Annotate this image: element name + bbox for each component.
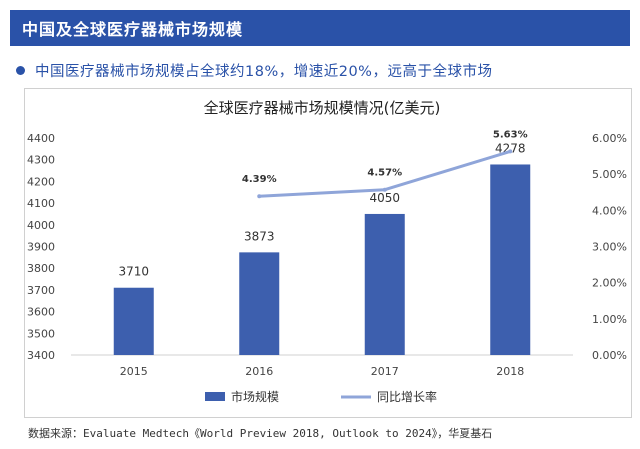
- growth-rate-point: [257, 194, 262, 199]
- bar-value-label: 3873: [244, 229, 275, 243]
- x-tick-label: 2015: [120, 365, 148, 378]
- chart-title: 全球医疗器械市场规模情况(亿美元): [204, 99, 441, 117]
- summary-bullet: 中国医疗器械市场规模占全球约18%，增速近20%，远高于全球市场: [16, 58, 630, 82]
- y-tick-label: 4200: [27, 175, 55, 188]
- legend-bar-swatch: [205, 392, 225, 401]
- x-tick-label: 2016: [245, 365, 273, 378]
- bar: [113, 287, 154, 355]
- legend-bar-label: 市场规模: [231, 389, 279, 404]
- y2-tick-label: 5.00%: [592, 168, 627, 181]
- header-bar: 中国及全球医疗器械市场规模: [10, 10, 630, 46]
- y-tick-label: 3800: [27, 262, 55, 275]
- page-title: 中国及全球医疗器械市场规模: [22, 20, 244, 39]
- bar: [490, 164, 531, 355]
- y2-tick-label: 4.00%: [592, 204, 627, 217]
- summary-text: 中国医疗器械市场规模占全球约18%，增速近20%，远高于全球市场: [35, 63, 493, 80]
- bar: [364, 213, 405, 355]
- market-size-chart: 全球医疗器械市场规模情况(亿美元) 3400 3500 3600 3700 3800 390…: [27, 99, 627, 404]
- bar-value-label: 4050: [369, 191, 400, 205]
- y-tick-label: 4000: [27, 219, 55, 232]
- y-tick-label: 3500: [27, 327, 55, 340]
- chart-container: 全球医疗器械市场规模情况(亿美元) 3400 3500 3600 3700 3800 390…: [24, 88, 632, 418]
- x-tick-label: 2017: [371, 365, 399, 378]
- y-tick-label: 4400: [27, 132, 55, 145]
- legend-line-label: 同比增长率: [377, 389, 437, 404]
- y-tick-label: 4300: [27, 154, 55, 167]
- bar: [239, 252, 280, 355]
- y-tick-label: 4100: [27, 197, 55, 210]
- growth-rate-label: 4.57%: [367, 168, 402, 179]
- growth-rate-point: [382, 187, 387, 192]
- y2-tick-label: 1.00%: [592, 313, 627, 326]
- bullet-dot-icon: [16, 65, 25, 75]
- y-tick-label: 3400: [27, 349, 55, 362]
- y2-tick-label: 6.00%: [592, 132, 627, 145]
- y-tick-label: 3900: [27, 241, 55, 254]
- growth-rate-point: [508, 149, 513, 154]
- growth-rate-label: 4.39%: [242, 174, 277, 185]
- y2-tick-label: 3.00%: [592, 241, 627, 254]
- bar-value-label: 4278: [495, 141, 526, 155]
- growth-rate-label: 5.63%: [493, 129, 528, 140]
- y-tick-label: 3600: [27, 306, 55, 319]
- y2-tick-label: 2.00%: [592, 277, 627, 290]
- bar-value-label: 3710: [118, 265, 149, 279]
- y2-tick-label: 0.00%: [592, 349, 627, 362]
- x-tick-label: 2018: [496, 365, 524, 378]
- source-note: 数据来源：Evaluate Medtech《World Preview 2018…: [28, 427, 493, 440]
- y-tick-label: 3700: [27, 284, 55, 297]
